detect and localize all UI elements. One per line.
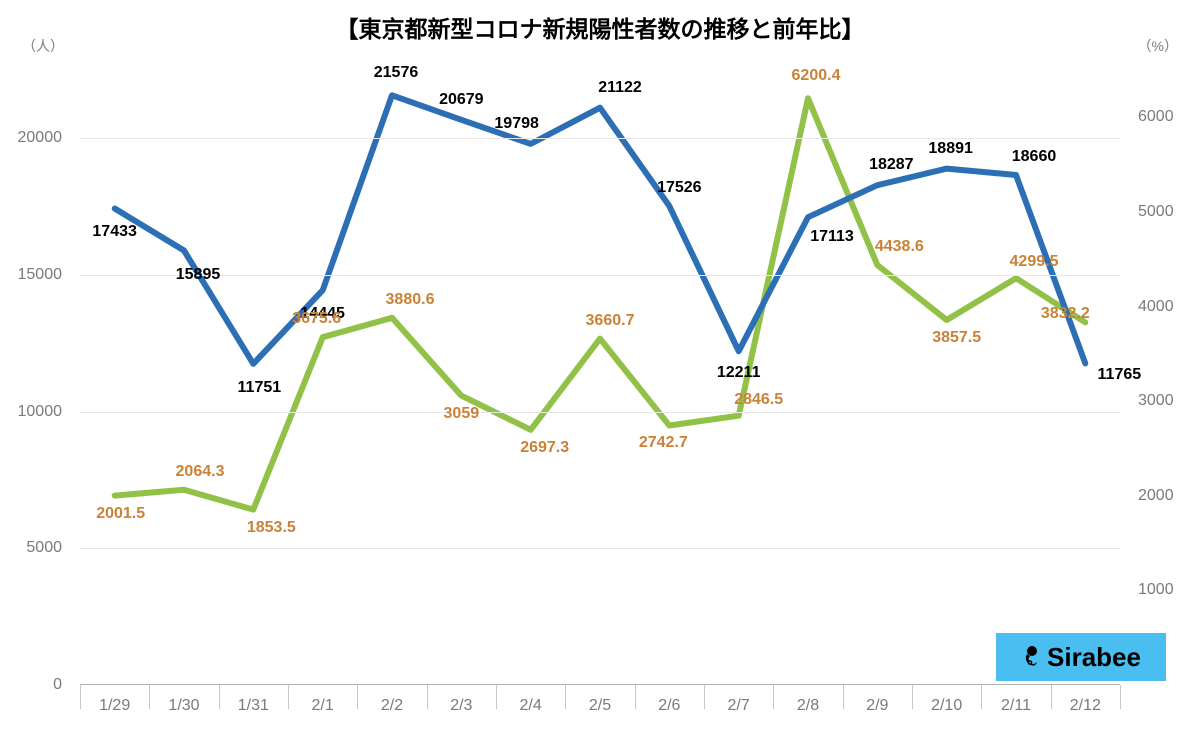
x-tick-divider — [1051, 685, 1052, 709]
data-label-cases: 19798 — [494, 115, 539, 133]
plot-area: 0500010000150002000010002000300040005000… — [80, 70, 1120, 685]
y-left-label: （人） — [22, 36, 64, 56]
x-tick-label: 2/6 — [658, 697, 680, 715]
data-label-cases: 17433 — [92, 223, 137, 241]
x-tick-label: 2/7 — [728, 697, 750, 715]
x-tick-label: 2/10 — [931, 697, 962, 715]
data-label-yoy: 6200.4 — [792, 67, 841, 85]
x-tick-label: 2/12 — [1070, 697, 1101, 715]
data-label-cases: 21576 — [374, 64, 419, 82]
chart-lines — [80, 70, 1120, 685]
x-tick-label: 2/4 — [520, 697, 542, 715]
data-label-yoy: 3059 — [444, 405, 480, 423]
data-label-yoy: 2064.3 — [176, 463, 225, 481]
x-tick-divider — [981, 685, 982, 709]
y1-tick-label: 5000 — [26, 539, 62, 557]
data-label-cases: 15895 — [176, 266, 221, 284]
data-label-yoy: 2001.5 — [96, 505, 145, 523]
data-label-cases: 18287 — [869, 156, 914, 174]
chart-title: 【東京都新型コロナ新規陽性者数の推移と前年比】 — [0, 10, 1200, 44]
y2-tick-label: 5000 — [1138, 203, 1174, 221]
x-tick-divider — [496, 685, 497, 709]
y2-tick-label: 2000 — [1138, 487, 1174, 505]
x-tick-divider — [427, 685, 428, 709]
x-tick-divider — [1120, 685, 1121, 709]
y2-tick-label: 6000 — [1138, 108, 1174, 126]
data-label-yoy: 2742.7 — [639, 434, 688, 452]
x-tick-divider — [149, 685, 150, 709]
x-tick-divider — [635, 685, 636, 709]
data-label-cases: 12211 — [717, 364, 761, 382]
x-tick-label: 1/30 — [168, 697, 199, 715]
x-tick-label: 1/29 — [99, 697, 130, 715]
x-tick-divider — [704, 685, 705, 709]
sirabee-logo-icon — [1021, 644, 1043, 670]
data-label-cases: 20679 — [439, 91, 484, 109]
data-label-cases: 11765 — [1098, 366, 1142, 384]
x-tick-divider — [843, 685, 844, 709]
y2-tick-label: 3000 — [1138, 392, 1174, 410]
data-label-yoy: 2697.3 — [520, 439, 569, 457]
y2-tick-label: 1000 — [1138, 581, 1174, 599]
data-label-yoy: 2846.5 — [734, 391, 783, 409]
x-tick-label: 2/2 — [381, 697, 403, 715]
data-label-cases: 17113 — [810, 228, 854, 246]
data-label-yoy: 3832.2 — [1041, 305, 1090, 323]
y2-tick-label: 4000 — [1138, 298, 1174, 316]
data-label-yoy: 3880.6 — [386, 291, 435, 309]
x-tick-divider — [357, 685, 358, 709]
y1-tick-label: 15000 — [18, 266, 63, 284]
y-right-label: （%） — [1138, 36, 1178, 56]
x-tick-label: 2/8 — [797, 697, 819, 715]
x-tick-divider — [565, 685, 566, 709]
x-tick-divider — [80, 685, 81, 709]
y1-tick-label: 20000 — [18, 129, 63, 147]
x-tick-divider — [912, 685, 913, 709]
gridline — [80, 412, 1120, 413]
sirabee-logo: Sirabee — [996, 633, 1166, 681]
gridline — [80, 275, 1120, 276]
y1-tick-label: 0 — [53, 676, 62, 694]
x-tick-divider — [219, 685, 220, 709]
data-label-cases: 11751 — [238, 379, 282, 397]
data-label-cases: 18660 — [1012, 148, 1057, 166]
data-label-yoy: 1853.5 — [247, 519, 296, 537]
data-label-cases: 21122 — [598, 79, 642, 97]
data-label-cases: 17526 — [657, 179, 702, 197]
x-tick-divider — [288, 685, 289, 709]
data-label-cases: 18891 — [928, 140, 973, 158]
data-label-yoy: 3675.6 — [292, 310, 341, 328]
x-tick-label: 2/3 — [450, 697, 472, 715]
x-tick-label: 2/5 — [589, 697, 611, 715]
data-label-yoy: 3857.5 — [932, 329, 981, 347]
line-series-yoy — [115, 98, 1086, 509]
x-tick-label: 2/9 — [866, 697, 888, 715]
x-tick-label: 2/1 — [312, 697, 334, 715]
x-tick-divider — [773, 685, 774, 709]
x-tick-label: 2/11 — [1001, 697, 1031, 715]
data-label-yoy: 4438.6 — [875, 238, 924, 256]
y1-tick-label: 10000 — [18, 403, 63, 421]
data-label-yoy: 3660.7 — [586, 312, 635, 330]
x-tick-label: 1/31 — [238, 697, 269, 715]
gridline — [80, 548, 1120, 549]
data-label-yoy: 4299.5 — [1010, 253, 1059, 271]
sirabee-logo-text: Sirabee — [1047, 642, 1141, 673]
